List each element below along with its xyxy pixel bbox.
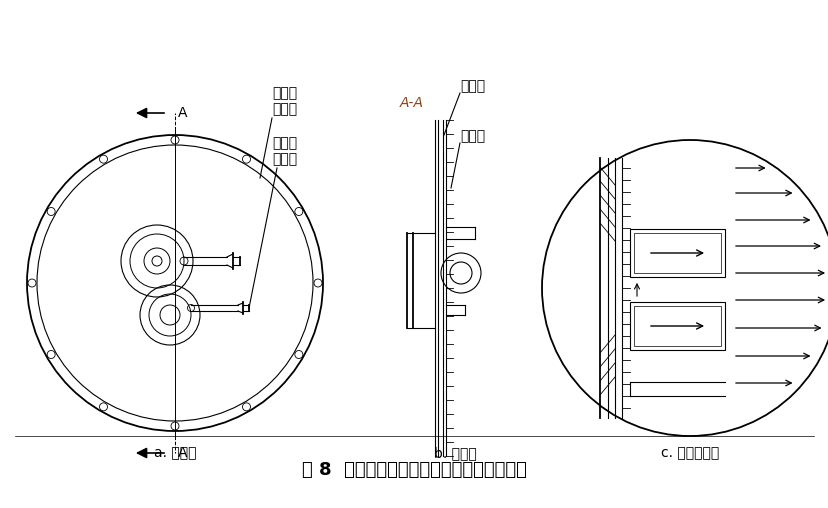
Text: 通气孔: 通气孔 [460,129,484,143]
Text: a. 正视图: a. 正视图 [153,446,196,460]
Text: 尾端端
面法兰: 尾端端 面法兰 [272,86,296,116]
Bar [633,306,720,346]
Text: A: A [178,446,187,460]
Text: A: A [178,106,187,120]
Text: c. 局部放大图: c. 局部放大图 [660,446,718,460]
Text: A-A: A-A [400,96,423,110]
Text: 图 8  优化后的尾端端面法兰进气结构示意图: 图 8 优化后的尾端端面法兰进气结构示意图 [301,461,527,479]
Text: 尾端进
气管道: 尾端进 气管道 [272,136,296,166]
Text: b. 侧视图: b. 侧视图 [433,446,476,460]
Text: 均气板: 均气板 [460,79,484,93]
Bar [629,302,724,350]
Bar [633,233,720,273]
Bar [629,229,724,277]
